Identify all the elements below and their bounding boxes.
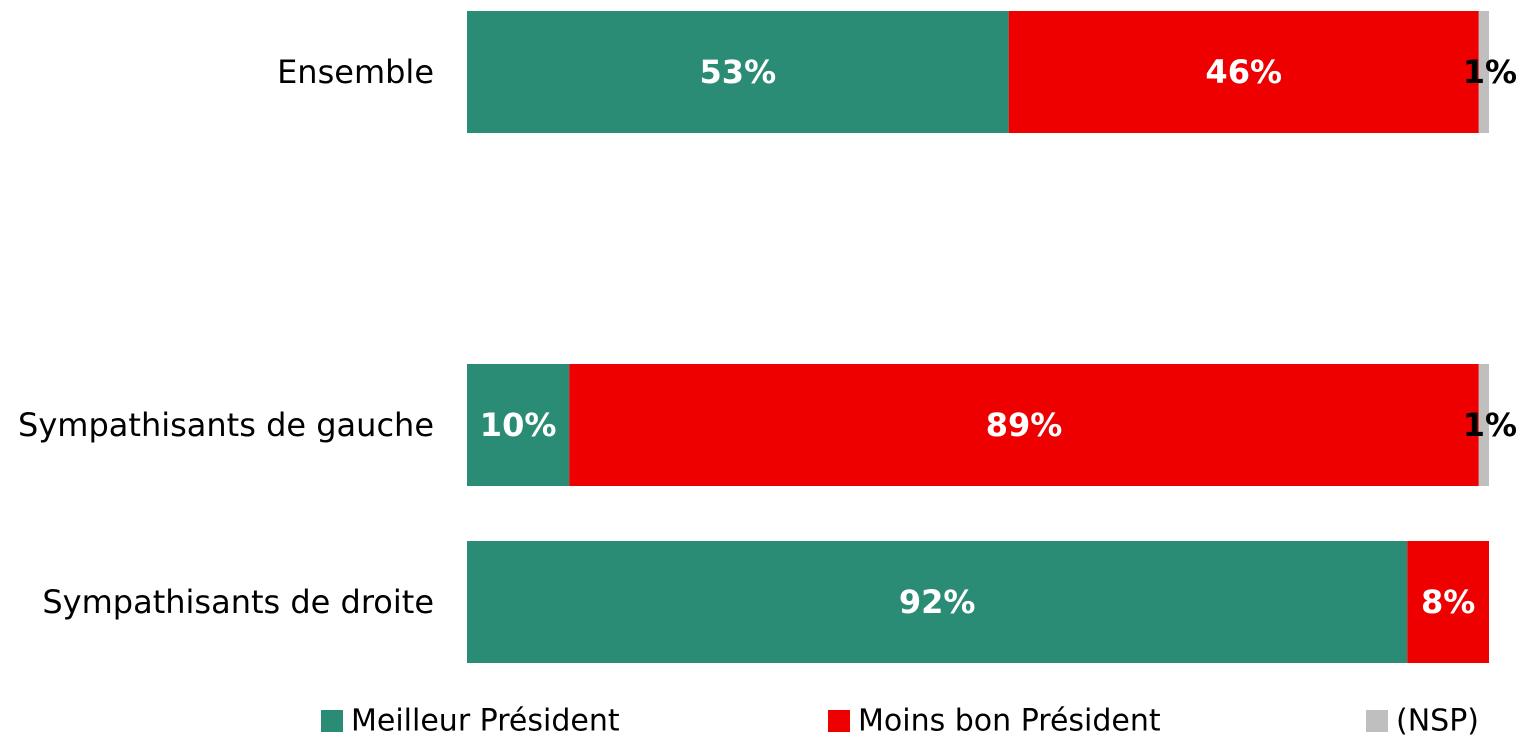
data-label: 10%	[480, 406, 557, 444]
bar-segment	[1478, 364, 1489, 486]
bar-segment	[1478, 11, 1489, 133]
data-label: 92%	[899, 583, 976, 621]
category-labels-group: Ensemble Sympathisants de gauche Sympathis…	[18, 53, 434, 621]
category-label: Sympathisants de gauche	[18, 406, 434, 444]
bar-segment	[467, 541, 1408, 663]
data-label: 89%	[986, 406, 1063, 444]
bars-group: 53% 46% 1% 10% 89% 1% 92% 8%	[467, 11, 1517, 663]
data-label: 8%	[1421, 583, 1475, 621]
category-label: Ensemble	[277, 53, 434, 91]
legend-label: (NSP)	[1396, 704, 1479, 739]
data-label: 1%	[1463, 53, 1517, 91]
data-label: 53%	[700, 53, 777, 91]
bar-segment	[1008, 11, 1479, 133]
legend-swatch	[828, 710, 850, 732]
data-label: 1%	[1463, 406, 1517, 444]
bar-segment	[467, 364, 570, 486]
category-label: Sympathisants de droite	[42, 583, 434, 621]
data-label: 46%	[1205, 53, 1282, 91]
legend-label: Meilleur Président	[351, 704, 620, 739]
legend-swatch	[1366, 710, 1388, 732]
legend: Meilleur Président Moins bon Président (NS…	[321, 704, 1479, 739]
legend-label: Moins bon Président	[858, 704, 1161, 739]
legend-item: Meilleur Président	[321, 704, 620, 739]
bar-segment	[1407, 541, 1489, 663]
legend-item: Moins bon Président	[828, 704, 1161, 739]
legend-item: (NSP)	[1366, 704, 1479, 739]
legend-swatch	[321, 710, 343, 732]
bar-segment	[569, 364, 1479, 486]
bar-segment	[467, 11, 1009, 133]
